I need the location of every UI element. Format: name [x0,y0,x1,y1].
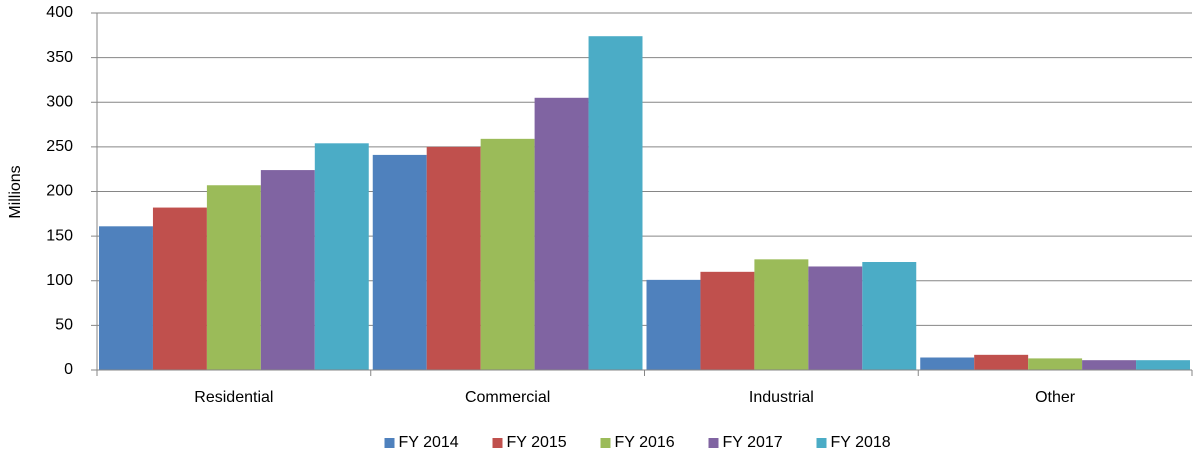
y-tick-label: 100 [46,272,73,289]
bar [260,170,315,370]
bar [152,207,207,370]
bar [920,357,975,370]
legend-label: FY 2014 [399,434,459,451]
bar [1082,360,1137,370]
bar [426,146,481,370]
bar [974,354,1029,370]
bar [862,262,917,370]
bar [372,154,427,370]
legend-label: FY 2018 [831,434,891,451]
y-tick-label: 300 [46,93,73,110]
bar [754,259,809,370]
bar [534,97,589,370]
bar [808,266,863,370]
y-tick-label: 250 [46,138,73,155]
legend-swatch [708,438,719,448]
bar [99,226,153,370]
bar [646,279,701,370]
bar [480,138,535,370]
y-tick-label: 400 [46,4,73,21]
bar [1028,358,1083,370]
bar [588,36,643,371]
bar [700,271,755,370]
y-tick-label: 350 [46,49,73,66]
y-tick-label: 0 [64,361,73,378]
legend-swatch [384,438,395,448]
x-tick-label: Commercial [465,389,550,406]
legend-swatch [816,438,827,448]
x-tick-label: Residential [194,389,273,406]
legend-label: FY 2017 [723,434,783,451]
legend-label: FY 2015 [507,434,567,451]
legend-label: FY 2016 [615,434,675,451]
bar [1136,360,1190,370]
y-tick-label: 50 [55,317,73,334]
bar [206,185,261,370]
y-axis-label: Millions [7,165,24,218]
y-tick-label: 150 [46,227,73,244]
x-tick-label: Other [1035,389,1076,406]
bar [314,143,369,370]
y-tick-label: 200 [46,183,73,200]
legend-swatch [600,438,611,448]
legend-swatch [492,438,503,448]
x-tick-label: Industrial [749,389,814,406]
